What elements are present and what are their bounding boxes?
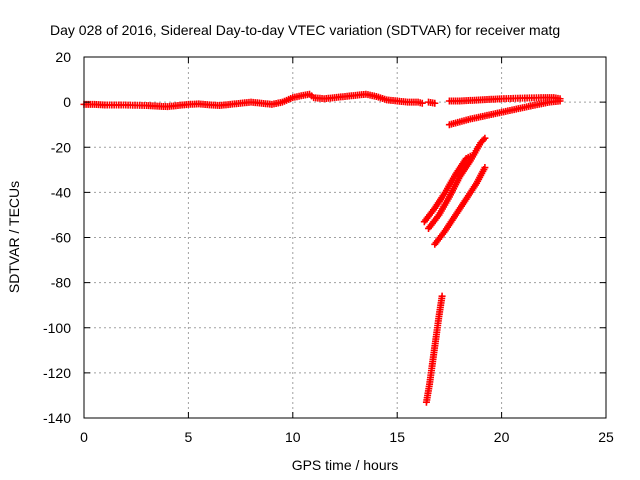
- series: [422, 292, 446, 406]
- y-tick-label: -100: [43, 320, 71, 336]
- x-tick-label: 0: [80, 429, 88, 445]
- y-tick-label: 0: [63, 94, 71, 110]
- data-point: [481, 164, 489, 172]
- y-tick-label: -140: [43, 410, 71, 426]
- tick-labels: 0 5 10 15 20 25 -140 -120 -100 -80 -60 -40 -20 0 20: [43, 49, 614, 445]
- tick-marks: [83, 56, 607, 419]
- y-tick-label: -20: [51, 139, 71, 155]
- data-point: [438, 292, 446, 300]
- x-tick-label: 10: [285, 429, 301, 445]
- y-tick-label: -80: [51, 275, 71, 291]
- y-tick-label: -60: [51, 230, 71, 246]
- chart-title: Day 028 of 2016, Sidereal Day-to-day VTE…: [50, 22, 560, 38]
- x-tick-label: 25: [598, 429, 614, 445]
- data-point: [556, 97, 564, 105]
- y-tick-label: -40: [51, 184, 71, 200]
- x-tick-label: 20: [494, 429, 510, 445]
- series: [425, 98, 439, 107]
- series: [425, 134, 489, 232]
- data-point: [481, 134, 489, 142]
- data-point: [480, 136, 488, 144]
- y-axis-title: SDTVAR / TECUs: [6, 181, 22, 293]
- x-axis-title: GPS time / hours: [292, 457, 399, 473]
- data-point: [431, 99, 439, 107]
- y-tick-label: 20: [55, 49, 71, 65]
- series: [445, 97, 564, 129]
- series: [431, 164, 489, 248]
- data-point: [418, 99, 426, 107]
- data-points: [80, 90, 564, 406]
- x-tick-label: 15: [389, 429, 405, 445]
- x-tick-label: 5: [185, 429, 193, 445]
- y-tick-label: -120: [43, 365, 71, 381]
- grid: [84, 57, 606, 418]
